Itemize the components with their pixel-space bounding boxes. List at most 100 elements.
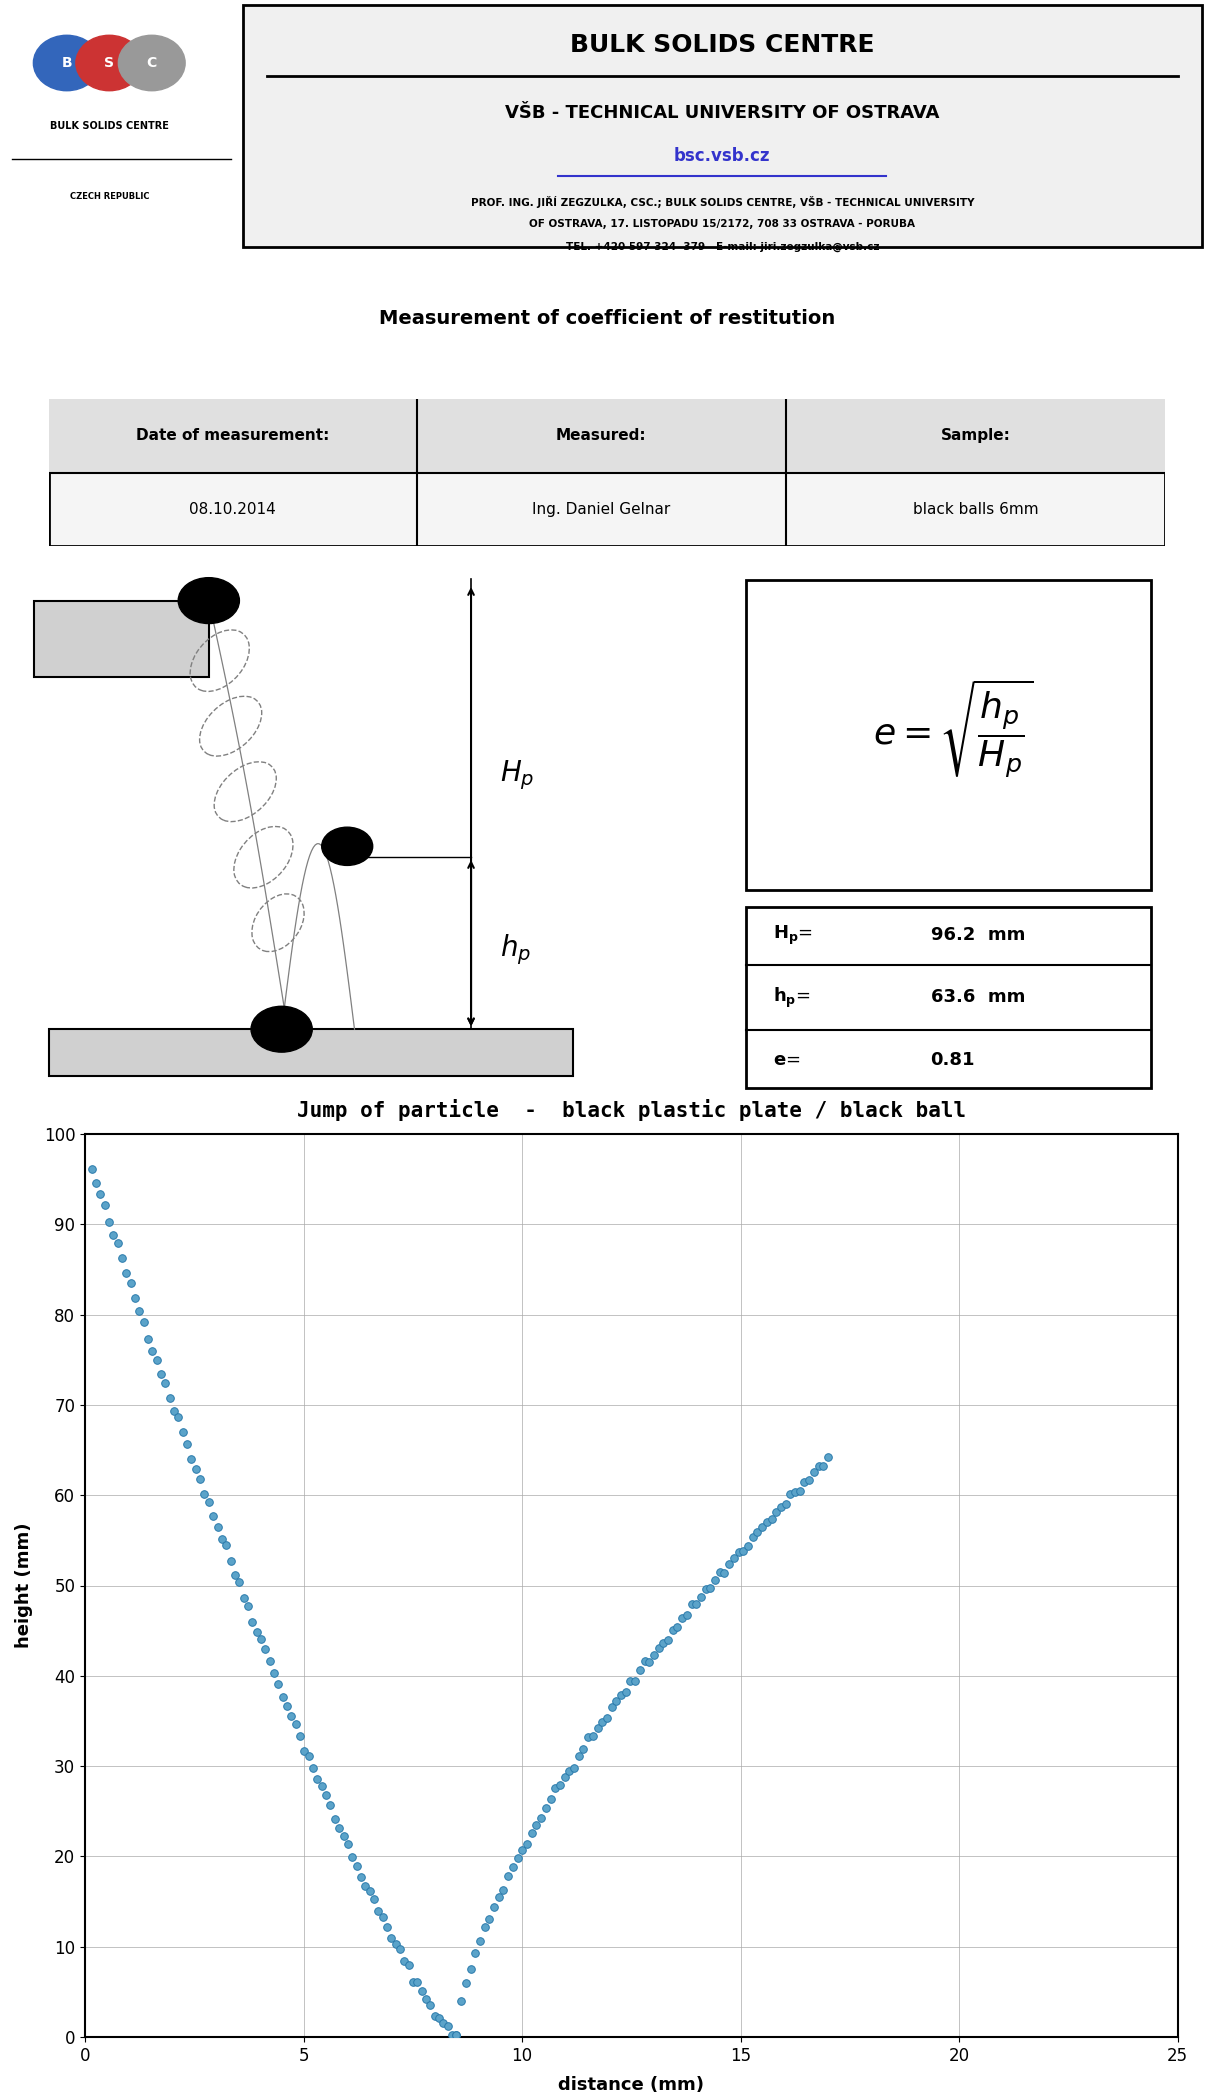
Point [818, 1441, 838, 1474]
Point [578, 1720, 597, 1754]
Point [461, 1953, 481, 1987]
Point [347, 1848, 367, 1882]
Point [342, 1840, 362, 1873]
Point [645, 1638, 664, 1672]
Point [813, 1449, 833, 1483]
Point [408, 1966, 427, 1999]
Point [700, 1571, 720, 1604]
Point [565, 1751, 584, 1785]
Point [307, 1762, 327, 1796]
Point [592, 1705, 612, 1739]
Text: 96.2  mm: 96.2 mm [930, 926, 1025, 945]
Point [766, 1495, 785, 1529]
Point [635, 1644, 654, 1678]
FancyBboxPatch shape [34, 601, 209, 676]
Point [199, 1485, 219, 1518]
Point [522, 1816, 541, 1850]
Circle shape [251, 1006, 312, 1052]
Point [494, 1873, 514, 1907]
Point [425, 1999, 444, 2033]
Point [212, 1522, 232, 1556]
Text: Date of measurement:: Date of measurement: [136, 428, 329, 443]
Point [696, 1573, 715, 1607]
Point [512, 1833, 532, 1867]
Point [329, 1810, 348, 1844]
Point [720, 1548, 739, 1581]
Point [290, 1718, 310, 1751]
Point [507, 1842, 527, 1875]
Point [225, 1558, 244, 1592]
Point [804, 1455, 823, 1489]
Text: 63.6  mm: 63.6 mm [930, 989, 1025, 1006]
Text: $\mathbf{H_p}$=: $\mathbf{H_p}$= [773, 924, 813, 947]
Point [489, 1880, 509, 1913]
Point [143, 1334, 163, 1367]
Point [687, 1588, 707, 1621]
Text: TEL. +420 597 324  379   E-mail: jiri.zegzulka@vsb.cz: TEL. +420 597 324 379 E-mail: jiri.zegzu… [566, 242, 879, 252]
Point [705, 1562, 725, 1596]
Point [399, 1949, 419, 1982]
Point [527, 1808, 546, 1842]
Point [447, 2018, 466, 2052]
Point [612, 1678, 631, 1712]
Point [738, 1529, 758, 1562]
Point [620, 1663, 640, 1697]
Point [386, 1928, 405, 1961]
Point [295, 1735, 314, 1768]
Point [597, 1701, 617, 1735]
Point [790, 1474, 810, 1508]
Point [390, 1932, 409, 1966]
Point [395, 1945, 414, 1978]
Text: C: C [147, 57, 157, 69]
Point [574, 1732, 594, 1766]
Point [442, 2018, 461, 2052]
FancyBboxPatch shape [49, 399, 1165, 546]
Point [673, 1600, 692, 1634]
Point [465, 1936, 484, 1970]
Point [373, 1900, 392, 1934]
Text: VŠB - TECHNICAL UNIVERSITY OF OSTRAVA: VŠB - TECHNICAL UNIVERSITY OF OSTRAVA [505, 105, 940, 122]
Point [503, 1850, 522, 1884]
Point [499, 1858, 518, 1892]
Point [583, 1720, 602, 1754]
Point [364, 1882, 384, 1915]
Point [403, 1966, 422, 1999]
Point [334, 1819, 353, 1852]
Circle shape [178, 578, 239, 624]
Point [733, 1535, 753, 1569]
Point [164, 1394, 183, 1428]
Point [246, 1615, 266, 1649]
Point [456, 1966, 476, 1999]
Point [412, 1974, 431, 2008]
Point [121, 1266, 141, 1300]
Title: Jump of particle  -  black plastic plate / black ball: Jump of particle - black plastic plate /… [296, 1098, 966, 1121]
Text: Ing. Daniel Gelnar: Ing. Daniel Gelnar [532, 502, 670, 517]
Point [339, 1827, 358, 1861]
Text: $\mathbf{e}$=: $\mathbf{e}$= [773, 1050, 801, 1069]
Point [725, 1541, 744, 1575]
Point [800, 1464, 819, 1497]
Point [317, 1779, 336, 1812]
Point [470, 1924, 489, 1957]
Point [229, 1564, 249, 1598]
Point [125, 1281, 144, 1315]
Point [256, 1632, 276, 1665]
Point [484, 1890, 504, 1924]
Point [758, 1506, 777, 1539]
Point [475, 1909, 494, 1943]
Point [785, 1474, 805, 1508]
Point [182, 1443, 202, 1476]
Point [540, 1783, 560, 1816]
Point [100, 1205, 119, 1239]
Point [81, 1153, 101, 1186]
Text: S: S [104, 57, 114, 69]
Point [588, 1712, 607, 1745]
Point [625, 1663, 645, 1697]
Ellipse shape [34, 36, 100, 90]
Point [781, 1476, 800, 1510]
Point [260, 1644, 279, 1678]
Point [545, 1772, 565, 1806]
Point [160, 1382, 180, 1415]
FancyBboxPatch shape [49, 399, 1165, 472]
Ellipse shape [75, 36, 143, 90]
